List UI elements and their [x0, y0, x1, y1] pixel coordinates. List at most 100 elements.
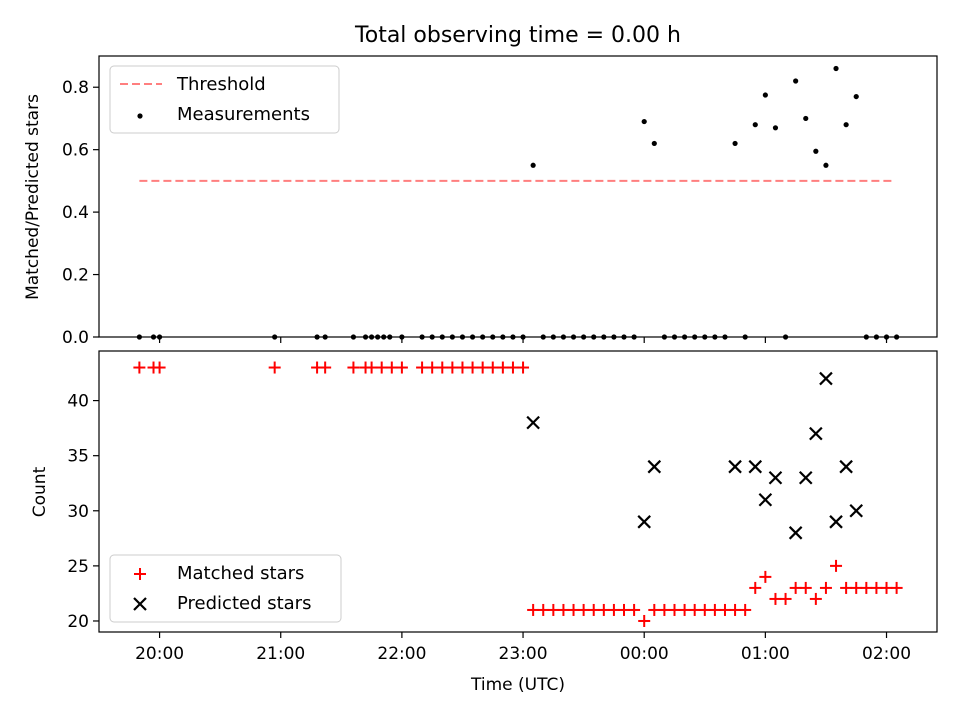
- y-tick-label: 40: [67, 392, 89, 412]
- y-tick-label: 0.2: [62, 266, 89, 286]
- matched-star-point: [729, 603, 742, 616]
- measurement-point: [843, 122, 849, 128]
- x-tick-label: 02:00: [862, 644, 911, 664]
- predicted-star-point: [829, 515, 843, 529]
- legend-predicted-label: Predicted stars: [177, 593, 311, 614]
- matched-star-point: [668, 603, 681, 616]
- predicted-star-point: [748, 459, 763, 474]
- legend-measurements-label: Measurements: [177, 104, 310, 125]
- legend-matched-label: Matched stars: [177, 563, 304, 584]
- matched-star-point: [870, 581, 883, 594]
- predicted-star-point: [758, 492, 773, 507]
- matched-star-point: [456, 361, 469, 374]
- matched-star-point: [809, 592, 822, 605]
- predicted-star-point: [647, 459, 662, 474]
- matched-star-point: [577, 603, 590, 616]
- top-y-ticks: 0.0 0.2 0.4 0.6 0.8: [62, 78, 99, 348]
- y-tick-label: 0.0: [62, 328, 89, 348]
- top-x-ticks: [158, 337, 888, 343]
- matched-star-point: [698, 603, 711, 616]
- legend-measurements-swatch: [137, 113, 143, 119]
- y-tick-label: 20: [67, 612, 89, 632]
- x-tick-label: 23:00: [499, 644, 548, 664]
- matched-star-point: [547, 603, 560, 616]
- bottom-panel: 20 25 30 35 40 20:00 21:00 22:00 23:00 00:00 01:0…: [30, 350, 938, 695]
- x-tick-label: 21:00: [256, 644, 305, 664]
- predicted-star-point: [798, 470, 813, 485]
- measurement-point: [530, 162, 536, 168]
- x-tick-label: 01:00: [741, 644, 790, 664]
- measurement-point: [641, 118, 647, 125]
- matched-star-point: [416, 361, 429, 374]
- x-tick-label: 20:00: [135, 644, 184, 664]
- chart-title: Total observing time = 0.00 h: [354, 23, 681, 48]
- matched-star-point: [638, 614, 651, 627]
- y-tick-label: 25: [67, 557, 89, 577]
- predicted-star-point: [819, 371, 833, 386]
- legend-matched-swatch: [134, 568, 146, 580]
- matched-star-point: [749, 581, 762, 594]
- x-axis-label: Time (UTC): [470, 675, 565, 695]
- matched-star-point: [628, 603, 641, 616]
- matched-star-point: [618, 603, 631, 616]
- matched-star-point: [789, 581, 802, 594]
- top-panel: 0.00.20.40.60.8 Matched/Predicted stars …: [23, 55, 938, 348]
- matched-star-point: [476, 361, 489, 374]
- matched-star-point: [527, 603, 540, 616]
- matched-star-point: [365, 361, 378, 374]
- bottom-plot-frame: [98, 350, 938, 633]
- x-tick-label: 00:00: [620, 644, 669, 664]
- matched-star-point: [395, 361, 408, 374]
- matched-star-point: [799, 581, 812, 594]
- matched-star-point: [537, 603, 550, 616]
- matched-star-point: [779, 592, 792, 605]
- bottom-y-ticks: 20 25 30 35 40: [67, 392, 99, 632]
- predicted-star-point: [809, 426, 823, 441]
- matched-star-point: [517, 361, 530, 374]
- matched-star-point: [840, 581, 853, 594]
- bottom-x-ticks: 20:00 21:00 22:00 23:00 00:00 01:00 02:00: [135, 632, 911, 664]
- matched-star-point: [890, 581, 903, 594]
- predicted-star-point: [768, 470, 783, 485]
- top-plot-frame: [98, 55, 938, 338]
- matched-star-point: [880, 581, 893, 594]
- matched-star-point: [708, 603, 721, 616]
- measurement-point: [833, 65, 839, 72]
- matched-star-point: [133, 361, 146, 374]
- matched-star-point: [830, 559, 843, 572]
- predicted-star-point: [728, 459, 742, 474]
- top-y-axis-label: Matched/Predicted stars: [23, 94, 43, 300]
- measurement-point: [752, 122, 758, 128]
- top-legend: Threshold Measurements: [109, 65, 340, 134]
- matched-star-point: [375, 361, 388, 374]
- matched-star-point: [436, 361, 449, 374]
- matched-star-point: [597, 603, 610, 616]
- matched-star-point: [759, 570, 772, 583]
- measurement-point: [732, 140, 738, 147]
- matched-star-point: [819, 581, 832, 594]
- matched-star-point: [769, 592, 782, 605]
- matched-star-point: [446, 361, 459, 374]
- y-tick-label: 0.6: [62, 141, 89, 161]
- measurement-point: [772, 125, 779, 131]
- measurement-point: [793, 78, 799, 84]
- x-tick-label: 22:00: [377, 644, 426, 664]
- measurement-point: [853, 93, 859, 100]
- matched-star-point: [557, 603, 570, 616]
- y-tick-label: 0.4: [62, 203, 89, 223]
- matched-star-point: [658, 603, 671, 616]
- matched-star-point: [678, 603, 691, 616]
- matched-star-point: [850, 581, 863, 594]
- legend-predicted-swatch: [133, 597, 147, 611]
- matched-star-point: [426, 361, 439, 374]
- matched-star-point: [567, 603, 580, 616]
- matched-star-point: [347, 361, 360, 374]
- predicted-star-point: [849, 504, 864, 518]
- matched-star-point: [385, 361, 398, 374]
- matched-star-point: [718, 603, 731, 616]
- bottom-marks: [133, 361, 903, 627]
- matched-star-point: [506, 361, 519, 374]
- legend-threshold-label: Threshold: [176, 74, 266, 95]
- measurement-point: [823, 162, 829, 168]
